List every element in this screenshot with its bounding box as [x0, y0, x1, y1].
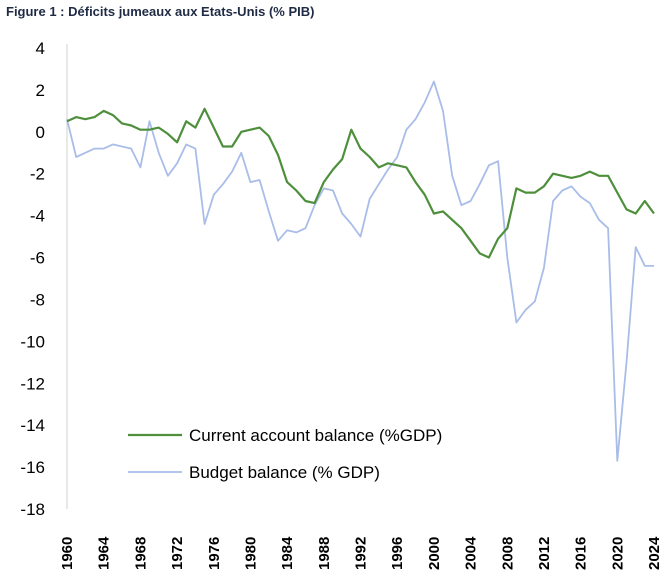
- y-tick-label: -10: [20, 332, 45, 351]
- x-tick-label: 2012: [536, 537, 553, 570]
- y-tick-label: 2: [36, 81, 45, 100]
- x-tick-label: 1968: [132, 537, 149, 570]
- y-tick-label: -2: [30, 165, 45, 184]
- x-tick-label: 1960: [59, 537, 76, 570]
- y-tick-label: -18: [20, 500, 45, 519]
- y-tick-label: 4: [36, 39, 45, 58]
- y-tick-label: -8: [30, 290, 45, 309]
- y-tick-label: 0: [36, 123, 45, 142]
- y-tick-label: -12: [20, 374, 45, 393]
- legend-budget-balance-label: Budget balance (% GDP): [189, 463, 380, 482]
- x-tick-label: 2016: [573, 537, 590, 570]
- y-tick-labels: 4 2 0 -2 -4 -6 -8 -10 -12 -14 -16 -18: [20, 39, 45, 519]
- x-tick-label: 1988: [316, 537, 333, 570]
- x-tick-labels: 1960 1964 1968 1972 1976 1980 1984 1988 1992 1996…: [59, 536, 663, 570]
- series-lines: [66, 80, 655, 462]
- x-tick-label: 1996: [389, 537, 406, 570]
- x-tick-label: 2024: [646, 536, 663, 570]
- y-tick-label: -16: [20, 458, 45, 477]
- x-tick-label: 2000: [426, 537, 443, 570]
- x-tick-label: 1976: [206, 537, 223, 570]
- x-tick-label: 1984: [279, 536, 296, 570]
- x-tick-label: 2020: [609, 537, 626, 570]
- x-tick-label: 2008: [499, 537, 516, 570]
- x-tick-label: 1972: [169, 537, 186, 570]
- figure-title: Figure 1 : Déficits jumeaux aux Etats-Un…: [6, 4, 315, 19]
- legend-current-account-label: Current account balance (%GDP): [189, 426, 442, 445]
- x-tick-label: 1964: [96, 536, 113, 570]
- y-tick-label: -4: [30, 207, 45, 226]
- x-tick-label: 1992: [353, 537, 370, 570]
- x-tick-label: 1980: [242, 537, 259, 570]
- y-tick-label: -6: [30, 249, 45, 268]
- budget-balance-line: [66, 80, 654, 462]
- legend: Current account balance (%GDP) Budget bal…: [128, 426, 442, 482]
- current-account-line: [66, 107, 655, 259]
- y-tick-label: -14: [20, 416, 45, 435]
- x-tick-label: 2004: [463, 536, 480, 570]
